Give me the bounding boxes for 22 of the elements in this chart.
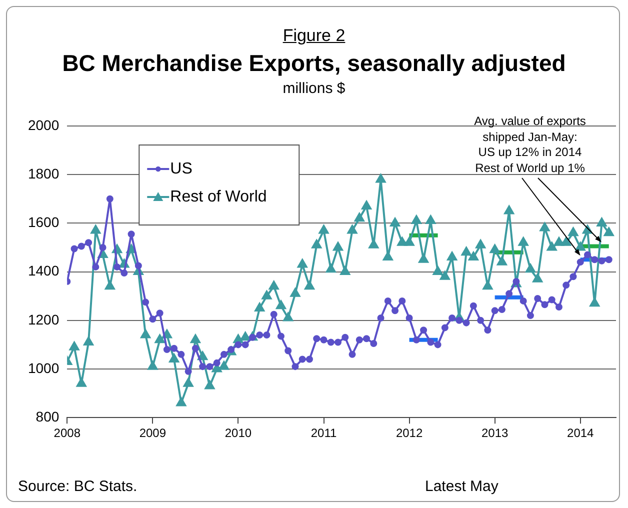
y-tick-label: 800 <box>36 408 60 424</box>
chart-title: BC Merchandise Exports, seasonally adjusted <box>61 50 567 77</box>
x-tick-label: 2012 <box>396 426 423 440</box>
text: Latest May <box>425 478 498 495</box>
x-tick-label: 2010 <box>224 426 252 440</box>
x-tick-label: 2008 <box>54 426 81 440</box>
y-tick-label: 1200 <box>28 311 60 328</box>
annotation: Avg. value of exports shipped Jan-May: US up 12% in 2014 Rest of World up 1% <box>473 114 587 176</box>
y-tick-label: 1800 <box>28 165 60 182</box>
x-tick-label: 2013 <box>481 426 508 440</box>
legend-label: Rest of World <box>170 188 267 206</box>
caption: Figure 2 <box>282 26 346 46</box>
chart-subtitle: millions $ <box>282 80 346 97</box>
legend-label: US <box>170 160 192 178</box>
y-tick-label: 1400 <box>28 262 60 279</box>
x-tick-label: 2014 <box>567 426 594 440</box>
x-tick-label: 2011 <box>310 426 337 440</box>
source-note: Source: BC Stats. <box>18 478 138 495</box>
x-tick-label: 2009 <box>139 426 166 440</box>
y-tick-label: 1000 <box>28 360 60 376</box>
y-tick-label: 1600 <box>28 214 60 230</box>
y-tick-label: 2000 <box>28 116 60 133</box>
